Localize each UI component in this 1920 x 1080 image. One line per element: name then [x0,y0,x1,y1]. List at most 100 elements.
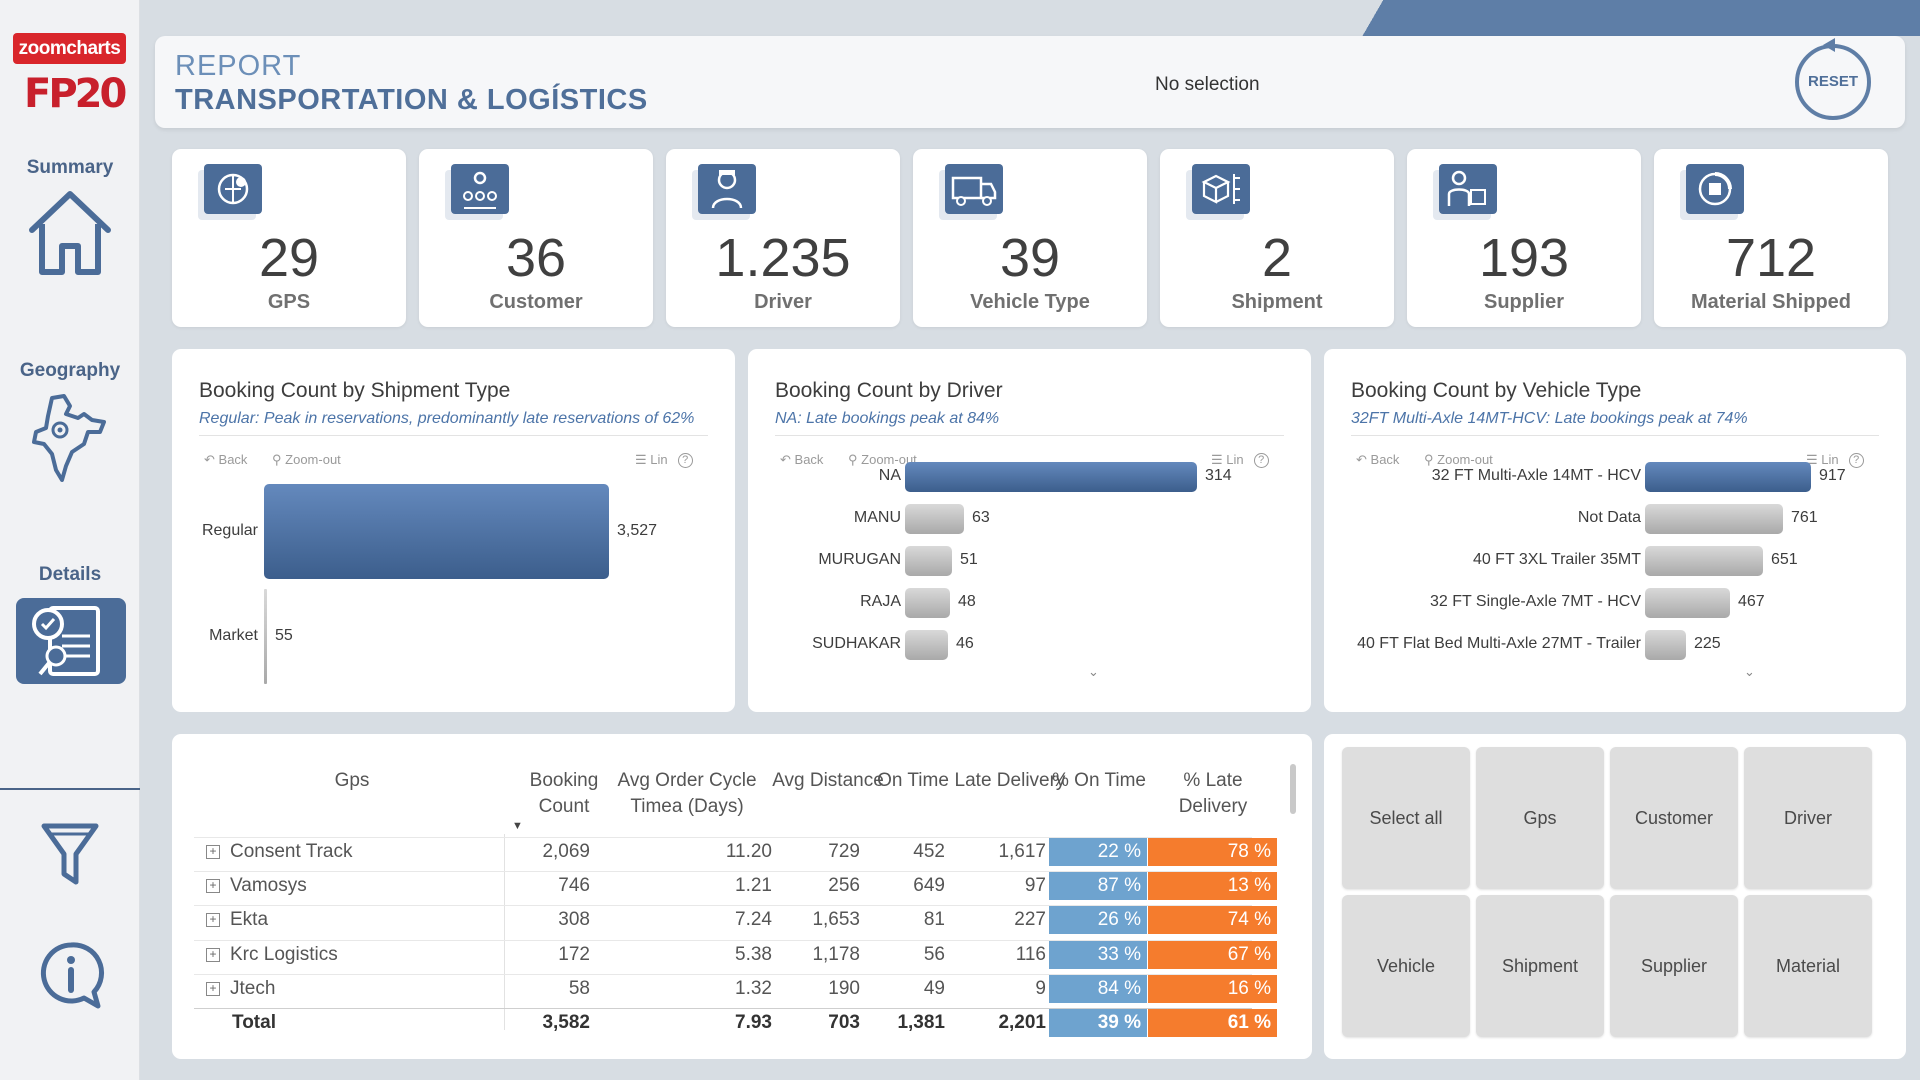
table-cell-gps[interactable]: Krc Logistics [230,944,338,965]
gps-globe-icon [217,173,249,205]
table-cell-pct-late: 61 % [1148,1009,1277,1037]
zoom-out-button[interactable]: ⚲ Zoom-out [848,452,917,468]
back-arrow-icon: ↶ [204,452,215,467]
chart-value-label: 63 [972,509,990,526]
table-cell-gps[interactable]: Consent Track [230,841,353,862]
table-cell-ontime: 452 [913,841,945,862]
chart-bar[interactable] [905,504,964,534]
chart-title: Booking Count by Driver [775,379,1003,402]
table-cell-pct-late: 67 % [1148,941,1277,969]
help-icon[interactable]: ? [677,453,693,469]
kpi-card-vehicle-type: 39 Vehicle Type [913,149,1147,327]
chart-bar[interactable] [1645,630,1686,660]
chart-insight: NA: Late bookings peak at 84% [775,410,1000,427]
help-icon[interactable]: ? [1253,453,1269,469]
chart-category-label: 32 FT Single-Axle 7MT - HCV [1429,593,1641,610]
zoom-out-label: Zoom-out [285,452,341,467]
report-header: REPORT TRANSPORTATION & LOGÍSTICS No sel… [155,36,1905,128]
chart-bar[interactable] [905,630,948,660]
nav-geography-label[interactable]: Geography [19,360,121,381]
chart-bar[interactable] [905,462,1197,492]
chart-bar[interactable] [1645,504,1783,534]
slicer-button-gps[interactable]: Gps [1476,747,1604,889]
table-scrollbar[interactable] [1290,764,1296,814]
chevron-down-icon[interactable]: ⌄ [1744,664,1755,679]
slicer-button-driver[interactable]: Driver [1744,747,1872,889]
nav-details-tile[interactable] [16,598,126,684]
chart-category-label: Not Data [1577,509,1641,526]
chart-bar[interactable] [1645,588,1730,618]
magnifier-icon: ⚲ [1424,452,1434,467]
home-icon[interactable] [26,186,114,282]
back-arrow-icon: ↶ [780,452,791,467]
scale-toggle[interactable]: ☰ Lin? [635,452,693,469]
kpi-card-material-shipped: 712 Material Shipped [1654,149,1888,327]
chart-bar[interactable] [905,546,952,576]
slicer-button-customer[interactable]: Customer [1610,747,1738,889]
details-report-icon [32,606,100,676]
table-cell-pct-on-time: 26 % [1049,906,1147,934]
chart-bar[interactable] [905,588,950,618]
supplier-icon [1447,170,1486,206]
expand-row-icon[interactable]: + [206,913,220,927]
chart-bar[interactable] [1645,462,1811,492]
chart-bar[interactable] [264,484,609,579]
expand-row-icon[interactable]: + [206,879,220,893]
expand-row-icon[interactable]: + [206,982,220,996]
kpi-label: Supplier [1483,291,1564,313]
slicer-button-select-all[interactable]: Select all [1342,747,1470,889]
table-header-cell[interactable]: Booking Count [529,770,599,817]
info-chat-icon[interactable] [36,940,106,1010]
table-header-cell[interactable]: On Time [877,770,949,791]
table-header-cell[interactable]: Avg Order Cycle Timea (Days) [617,770,757,817]
table-cell-pct-on-time: 84 % [1049,975,1147,1003]
zoom-out-button[interactable]: ⚲ Zoom-out [272,452,341,468]
back-button[interactable]: ↶ Back [780,452,823,468]
table-header-cell[interactable]: % On Time [1052,770,1146,791]
table-cell-late: 1,617 [998,841,1046,862]
table-header-cell[interactable]: % Late Delivery [1178,770,1248,817]
table-cell-gps[interactable]: Jtech [230,978,276,999]
table-cell-ontime: 49 [923,978,945,999]
chevron-down-icon[interactable]: ⌄ [1088,664,1099,679]
gps-summary-table: ▼ Gps Booking Count Avg Order Cycle Timea … [172,734,1312,1059]
expand-row-icon[interactable]: + [206,948,220,962]
back-button[interactable]: ↶ Back [1356,452,1399,468]
chart-bar[interactable] [1645,546,1763,576]
table-header-cell[interactable]: Late Delivery [954,770,1066,791]
table-cell-gps[interactable]: Vamosys [230,875,307,896]
chart-value-label: 51 [960,551,978,568]
zoom-out-button[interactable]: ⚲ Zoom-out [1424,452,1493,468]
nav-summary-label[interactable]: Summary [26,157,114,178]
table-cell-ontime: 649 [913,875,945,896]
nav-details-label[interactable]: Details [38,564,102,585]
help-icon[interactable]: ? [1848,453,1864,469]
filter-icon[interactable] [40,820,100,890]
chart-bar[interactable] [264,589,267,684]
back-button[interactable]: ↶ Back [204,452,247,468]
table-row-divider [194,905,1252,906]
table-row-divider [194,837,1252,838]
table-header-cell[interactable]: Avg Distance [772,770,884,791]
table-cell-pct-late: 13 % [1148,872,1277,900]
chart-category-label: 32 FT Multi-Axle 14MT - HCV [1431,467,1641,484]
slicer-button-material[interactable]: Material [1744,895,1872,1037]
slicer-button-shipment[interactable]: Shipment [1476,895,1604,1037]
table-header-cell[interactable]: Gps [334,770,370,791]
reset-button[interactable]: RESET [1795,44,1871,120]
table-cell-gps[interactable]: Ekta [230,909,269,930]
sidebar: zoomcharts FP20 Summary Geography Detail… [0,0,140,1080]
expand-row-icon[interactable]: + [206,845,220,859]
scale-toggle[interactable]: ☰ Lin? [1211,452,1269,469]
kpi-card-shipment: 2 Shipment [1160,149,1394,327]
table-cell-late: 97 [1024,875,1046,896]
slicer-button-vehicle[interactable]: Vehicle [1342,895,1470,1037]
india-map-icon[interactable] [26,392,114,484]
table-cell-distance: 256 [828,875,860,896]
table-cell-distance: 1,178 [812,944,860,965]
sort-desc-icon[interactable]: ▼ [512,820,523,832]
scale-toggle[interactable]: ☰ Lin? [1806,452,1864,469]
table-total-divider [194,1008,1252,1009]
table-row-divider [194,871,1252,872]
slicer-button-supplier[interactable]: Supplier [1610,895,1738,1037]
